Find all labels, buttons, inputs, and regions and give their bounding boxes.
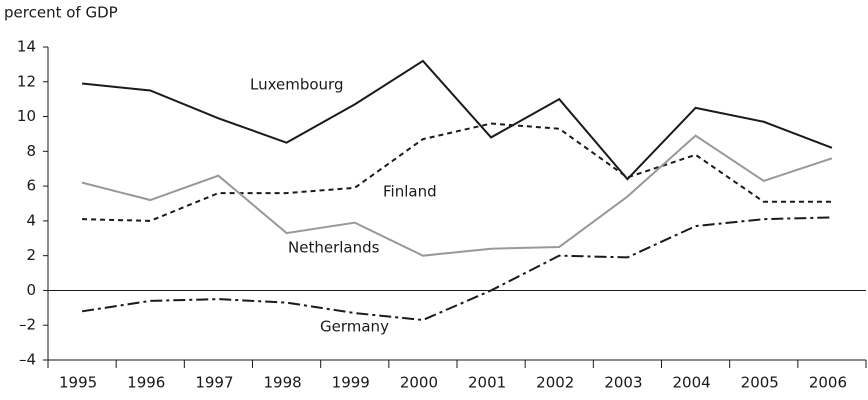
series-label: Germany [320, 318, 389, 336]
y-tick-label: 6 [26, 177, 36, 195]
x-tick-label: 1999 [332, 374, 370, 392]
y-tick-label: 8 [26, 142, 36, 160]
y-tick-label: 4 [26, 211, 36, 229]
x-tick-label: 2006 [809, 374, 847, 392]
series-label: Netherlands [288, 239, 380, 257]
y-tick-label: –4 [19, 351, 36, 369]
series-line [81, 59, 833, 181]
chart-title: percent of GDP [4, 4, 118, 22]
series-line [82, 122, 832, 222]
x-tick-label: 2005 [741, 374, 779, 392]
y-tick-label: 14 [17, 38, 36, 56]
y-tick-label: 12 [17, 72, 36, 90]
y-tick-label: 10 [17, 107, 36, 125]
x-tick-label: 2003 [604, 374, 642, 392]
series-line [81, 216, 832, 322]
x-tick-label: 1998 [263, 374, 301, 392]
x-tick-label: 2000 [400, 374, 438, 392]
x-tick-label: 2002 [536, 374, 574, 392]
y-tick-label: –2 [19, 316, 36, 334]
x-tick-label: 2004 [672, 374, 710, 392]
y-tick-label: 0 [26, 281, 36, 299]
y-tick-label: 2 [26, 246, 36, 264]
x-tick-label: 1997 [195, 374, 233, 392]
series-line [81, 134, 833, 257]
series-label: Finland [383, 183, 437, 201]
series-label: Luxembourg [250, 76, 344, 94]
x-tick-label: 2001 [468, 374, 506, 392]
x-tick-label: 1996 [127, 374, 165, 392]
x-tick-label: 1995 [59, 374, 97, 392]
